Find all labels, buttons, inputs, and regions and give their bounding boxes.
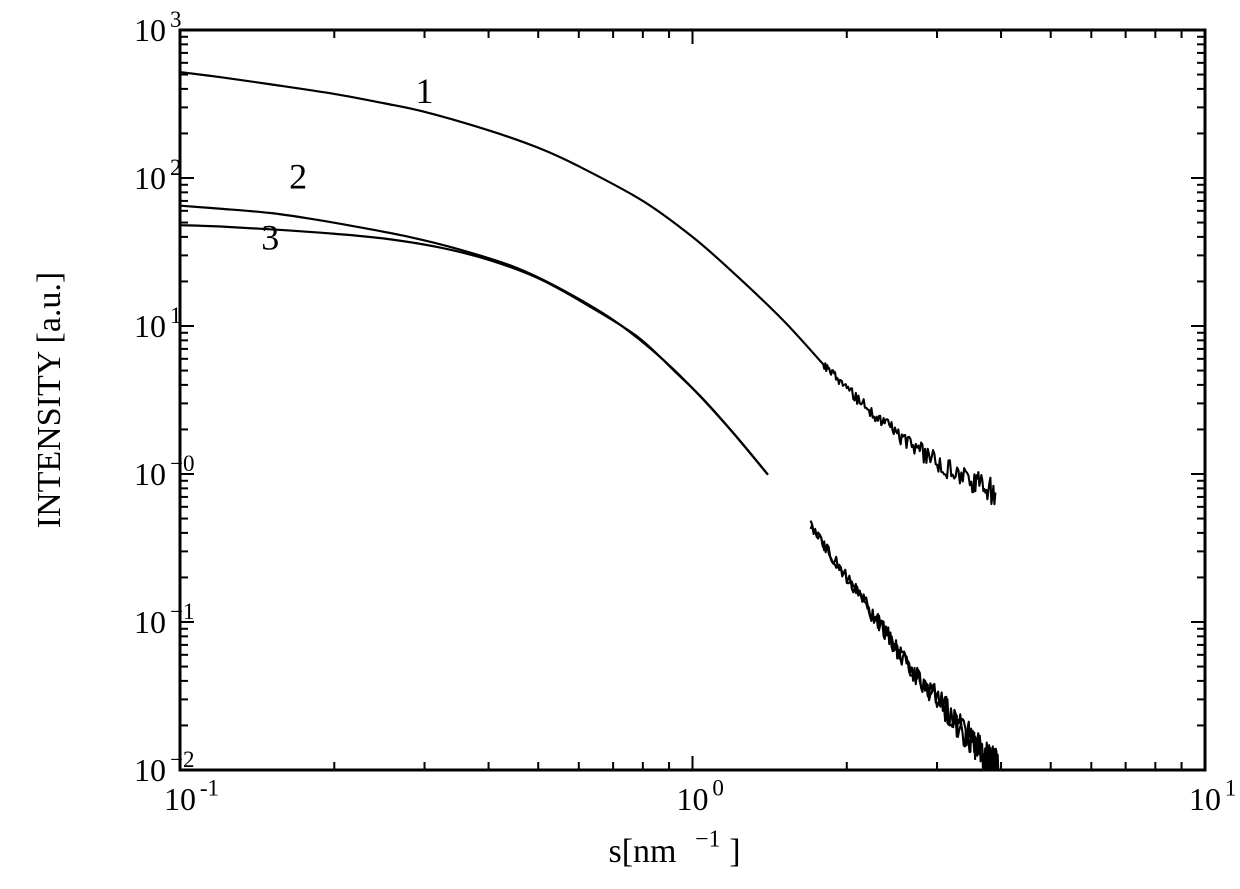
svg-text:10: 10: [1189, 781, 1221, 817]
svg-text:10: 10: [134, 160, 166, 196]
svg-text:−0: −0: [170, 450, 195, 476]
svg-text:10: 10: [134, 456, 166, 492]
svg-text:1: 1: [170, 302, 182, 328]
svg-text:]: ]: [729, 833, 740, 870]
svg-text:1: 1: [1225, 775, 1237, 801]
svg-text:3: 3: [261, 217, 279, 257]
svg-text:10: 10: [134, 12, 166, 48]
svg-text:−1: −1: [695, 827, 720, 853]
svg-text:1: 1: [416, 71, 434, 111]
svg-text:−1: −1: [170, 598, 195, 624]
chart-svg: 10-110010110−210−110−0101102103INTENSITY…: [0, 0, 1240, 889]
svg-text:10: 10: [164, 781, 196, 817]
svg-text:10: 10: [134, 752, 166, 788]
svg-text:10: 10: [677, 781, 709, 817]
svg-text:−2: −2: [170, 746, 195, 772]
svg-text:s[nm: s[nm: [609, 833, 677, 870]
svg-text:2: 2: [170, 154, 182, 180]
svg-text:2: 2: [289, 156, 307, 196]
svg-text:-1: -1: [200, 775, 219, 801]
svg-text:3: 3: [170, 6, 182, 32]
svg-text:10: 10: [134, 308, 166, 344]
svg-text:10: 10: [134, 604, 166, 640]
intensity-loglog-chart: 10-110010110−210−110−0101102103INTENSITY…: [0, 0, 1240, 889]
svg-text:INTENSITY [a.u.]: INTENSITY [a.u.]: [31, 272, 68, 529]
svg-text:0: 0: [712, 775, 724, 801]
